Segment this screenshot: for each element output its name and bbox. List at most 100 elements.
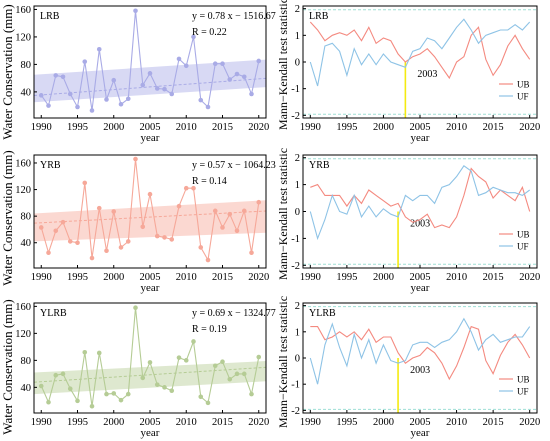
lrb-scatter-xtick-label: 2005 <box>140 122 161 133</box>
ylrb-mk-xtick-label: 2010 <box>446 417 467 428</box>
ylrb-scatter-point <box>67 386 73 392</box>
ylrb-mk-xtick-label: 2020 <box>519 417 540 428</box>
lrb-scatter-confidence-band <box>34 59 266 103</box>
yrb-mk-xlabel: year <box>411 282 430 294</box>
lrb-scatter-point <box>75 104 80 110</box>
lrb-mk-ytick-label: -2 <box>291 111 300 122</box>
yrb-scatter-point <box>256 199 262 205</box>
yrb-scatter-point <box>140 224 146 230</box>
ylrb-mk-title: YLRB <box>309 308 336 319</box>
lrb-scatter-ytick-label: 160 <box>15 5 31 16</box>
lrb-scatter-ytick-label: 40 <box>21 87 32 98</box>
ylrb-mk-xlabel: year <box>411 427 430 439</box>
yrb-scatter-point <box>82 180 88 186</box>
yrb-scatter-point <box>89 255 95 261</box>
lrb-scatter-point <box>234 71 240 77</box>
yrb-mk-title: YRB <box>309 160 330 171</box>
yrb-scatter-point <box>46 250 51 256</box>
yrb-scatter-xlabel: year <box>141 282 160 294</box>
yrb-scatter-point <box>118 245 124 250</box>
ylrb-mk-ub-line <box>310 325 531 381</box>
yrb-mk-xtick-label: 2015 <box>483 272 504 283</box>
ylrb-mk-xtick-label: 2000 <box>373 417 394 428</box>
yrb-scatter-point <box>38 225 44 230</box>
ylrb-mk-legend-label-uf: UF <box>517 387 529 397</box>
lrb-mk-ytick-label: 1 <box>295 31 300 42</box>
lrb-mk-ytick-label: 2 <box>295 4 300 15</box>
ylrb-scatter-xtick-label: 1990 <box>31 417 52 428</box>
lrb-scatter-panel: LRB y = 0.78 x − 1516.67 R = 0.22 1990 1995 2… <box>15 5 276 144</box>
yrb-mk-legend-label-uf: UF <box>517 242 529 252</box>
yrb-scatter-point <box>183 185 189 191</box>
ylrb-scatter-equation: y = 0.69 x − 1324.77 <box>192 308 276 319</box>
lrb-scatter-point <box>111 77 117 83</box>
lrb-mk-title: LRB <box>309 11 329 22</box>
lrb-scatter-point <box>249 91 254 97</box>
ylrb-scatter-point <box>111 391 117 396</box>
ylrb-scatter-xtick-label: 2015 <box>212 417 233 428</box>
lrb-scatter-point <box>162 86 167 92</box>
yrb-scatter-point <box>162 235 167 240</box>
lrb-scatter-xtick-label: 2010 <box>176 122 197 133</box>
lrb-scatter-point <box>60 74 66 80</box>
yrb-mk-ytick-label: 2 <box>295 153 300 164</box>
lrb-mk-ub-line <box>309 21 531 80</box>
ylrb-scatter-point <box>147 360 153 365</box>
confidence-band-layer <box>34 59 266 395</box>
ylrb-scatter-xtick-label: 1995 <box>67 417 88 428</box>
right-ylabel-2: Mann−Kendall test statistic <box>276 148 290 280</box>
ylrb-scatter-point <box>75 398 80 404</box>
ylrb-scatter-point <box>140 375 146 381</box>
yrb-scatter-point <box>75 240 80 246</box>
ylrb-mk-ytick-label: -1 <box>291 380 300 391</box>
ylrb-scatter-point <box>220 359 225 365</box>
yrb-scatter-point <box>198 245 204 250</box>
lrb-scatter-point <box>140 82 146 88</box>
ylrb-scatter-point <box>89 403 95 409</box>
ylrb-scatter-xlabel: year <box>141 427 160 439</box>
yrb-scatter-point <box>227 211 233 217</box>
ylrb-mk-xtick-label: 1995 <box>336 417 357 428</box>
lrb-scatter-point <box>125 96 131 102</box>
lrb-scatter-point <box>53 73 59 78</box>
yrb-scatter-point <box>133 156 138 162</box>
yrb-scatter-point <box>125 239 131 244</box>
yrb-scatter-point <box>60 219 66 225</box>
ylrb-scatter-confidence-band <box>34 361 266 395</box>
yrb-scatter-point <box>234 228 240 234</box>
lrb-mk-ytick-label: -1 <box>291 84 300 95</box>
lrb-scatter-point <box>169 91 175 97</box>
lrb-scatter-point <box>176 56 182 62</box>
lrb-mk-xtick-label: 1995 <box>336 122 357 133</box>
lrb-scatter-point <box>183 63 189 69</box>
ylrb-scatter-title: YLRB <box>40 308 67 319</box>
yrb-scatter-point <box>154 233 160 239</box>
yrb-scatter-point <box>241 208 247 214</box>
ylrb-mk-legend-label-ub: UB <box>517 375 530 385</box>
ylrb-mk-ytick-label: -2 <box>291 406 300 417</box>
ylrb-scatter-point <box>241 371 247 377</box>
ylrb-scatter-point <box>256 354 262 360</box>
lrb-mk-xtick-label: 2015 <box>483 122 504 133</box>
lrb-scatter-equation: y = 0.78 x − 1516.67 <box>192 11 276 22</box>
lrb-scatter-xtick-label: 2020 <box>248 122 269 133</box>
yrb-scatter-xtick-label: 1990 <box>31 272 52 283</box>
lrb-scatter-point <box>256 58 262 64</box>
lrb-scatter-point <box>67 91 73 97</box>
yrb-scatter-ytick-label: 80 <box>21 212 32 223</box>
yrb-scatter-point <box>96 205 102 211</box>
yrb-scatter-point <box>67 239 73 244</box>
ylrb-scatter-ytick-label: 120 <box>15 329 31 340</box>
ylrb-scatter-point <box>205 400 211 406</box>
yrb-scatter-trend-line <box>33 210 267 224</box>
ylrb-scatter-ytick-label: 40 <box>21 383 32 394</box>
yrb-scatter-point <box>249 250 254 256</box>
ylrb-scatter-point <box>234 371 240 377</box>
left-ylabel-2: Water Conservation (mm) <box>0 150 15 285</box>
lrb-scatter-xtick-label: 1990 <box>31 122 52 133</box>
ylrb-scatter-point <box>198 394 204 400</box>
ylrb-scatter-xtick-label: 2005 <box>140 417 161 428</box>
lrb-scatter-point <box>212 61 218 67</box>
